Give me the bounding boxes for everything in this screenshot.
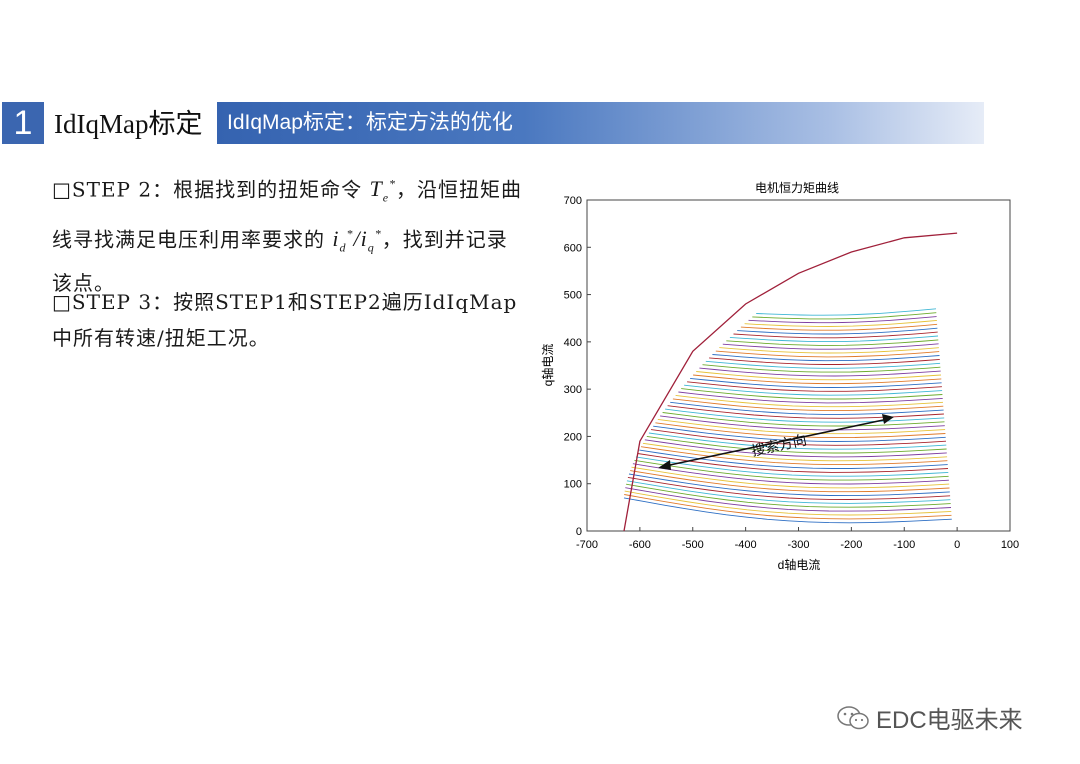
step2-prefix: □STEP 2：根据找到的扭矩命令	[52, 177, 370, 202]
x-tick-label: -700	[576, 539, 598, 551]
torque-curve-line	[653, 425, 946, 442]
step3-paragraph: □STEP 3：按照STEP1和STEP2遍历IdIqMap中所有转速/扭矩工况…	[52, 290, 518, 350]
torque-curve-line	[631, 466, 950, 489]
x-tick-label: -400	[735, 539, 757, 551]
torque-curve-line	[687, 381, 942, 392]
section-number: 1	[2, 102, 44, 144]
x-tick-label: -300	[787, 539, 809, 551]
torque-curve-line	[729, 335, 939, 343]
torque-curve-line	[626, 480, 951, 504]
torque-command-symbol: Te*	[369, 176, 397, 205]
torque-curve-chart: 电机恒力矩曲线 -700 -600 -500 -400 -300 -200 -100 0 100…	[540, 181, 1019, 572]
torque-curve-line	[672, 398, 944, 412]
torque-curve-line	[712, 354, 940, 362]
y-tick-label: 700	[564, 195, 582, 207]
torque-curve-line	[752, 312, 937, 320]
header-bar-text: IdIqMap标定：标定方法的优化	[227, 111, 513, 134]
torque-curve-line	[665, 408, 945, 423]
torque-curve-line	[681, 388, 943, 400]
torque-curve-line	[696, 371, 942, 381]
torque-curve-line	[699, 367, 941, 377]
torque-curve-line	[635, 456, 949, 477]
x-tick-label: -500	[682, 539, 704, 551]
torque-curve-line	[740, 323, 938, 331]
torque-curve-line	[719, 347, 939, 354]
torque-curve-line	[639, 449, 948, 469]
torque-curve-line	[733, 331, 938, 339]
search-direction-arrow	[658, 414, 894, 470]
torque-curve-line	[642, 442, 948, 462]
y-tick-label: 500	[564, 290, 582, 302]
torque-curve-line	[648, 432, 947, 450]
torque-curve-line	[660, 415, 945, 431]
torque-curve-line	[628, 473, 950, 497]
torque-curve-line	[626, 483, 951, 508]
y-axis-label: q轴电流	[540, 344, 555, 387]
torque-curve-line	[662, 412, 945, 427]
torque-curve-line	[726, 339, 939, 346]
torque-curve-line	[756, 308, 937, 316]
x-axis-ticks: -700 -600 -500 -400 -300 -200 -100 0 100	[576, 527, 1019, 551]
torque-curve-line	[748, 316, 937, 324]
torque-curve-line	[670, 401, 944, 415]
torque-curve-line	[630, 470, 950, 493]
voltage-limit-curve	[623, 232, 958, 532]
torque-curve-line	[627, 476, 951, 500]
header-bar: IdIqMap标定：标定方法的优化	[217, 102, 984, 144]
wechat-icon	[837, 705, 869, 729]
section-title: IdIqMap标定	[54, 109, 203, 139]
x-tick-label: -200	[840, 539, 862, 551]
torque-curve-line	[623, 497, 952, 524]
watermark: EDC电驱未来	[836, 700, 1023, 735]
chart-title: 电机恒力矩曲线	[755, 181, 839, 195]
x-tick-label: 0	[954, 539, 960, 551]
torque-curve-line	[693, 374, 942, 385]
torque-curve-line	[624, 494, 952, 520]
torque-curve-line	[737, 327, 938, 335]
plot-area	[586, 199, 1011, 532]
torque-curve-line	[709, 357, 940, 365]
x-tick-label: -600	[629, 539, 651, 551]
torque-curve-line	[702, 364, 941, 373]
torque-curve-line	[625, 487, 952, 512]
torque-curve-line	[722, 343, 939, 350]
torque-curve-line	[634, 459, 949, 481]
torque-curve-line	[678, 391, 943, 404]
y-tick-label: 600	[564, 242, 582, 254]
torque-curve-line	[624, 490, 952, 516]
y-tick-label: 200	[564, 431, 582, 443]
y-tick-label: 100	[564, 479, 582, 491]
y-tick-label: 400	[564, 337, 582, 349]
x-tick-label: 100	[1001, 539, 1019, 551]
y-tick-label: 300	[564, 384, 582, 396]
torque-curve-line	[667, 405, 944, 419]
torque-curve-line	[715, 350, 940, 358]
watermark-text: EDC电驱未来	[876, 707, 1023, 734]
torque-curve-line	[675, 394, 944, 408]
y-tick-label: 0	[576, 526, 582, 538]
torque-curve-line	[657, 418, 946, 435]
torque-curve-line	[640, 446, 948, 466]
step2-mid: ，沿恒扭矩曲线寻找满足电压利用率要求的	[52, 177, 523, 252]
torque-curve-line	[690, 377, 942, 388]
torque-curve-line	[705, 360, 941, 369]
torque-curve-line	[650, 429, 947, 446]
torque-curve-line	[644, 439, 947, 458]
x-tick-label: -100	[893, 539, 915, 551]
y-axis-ticks: 0 100 200 300 400 500 600 700	[564, 195, 591, 538]
torque-curve-line	[646, 435, 947, 454]
current-ratio-symbol: id*/iq*	[332, 226, 382, 255]
torque-curve-line	[744, 319, 937, 327]
torque-curve-line	[632, 463, 949, 485]
step2-suffix: ，找到并记录该点。	[52, 227, 508, 296]
step2-paragraph: □STEP 2：根据找到的扭矩命令 Te*，沿恒扭矩曲线寻找满足电压利用率要求的…	[52, 166, 522, 301]
x-axis-label: d轴电流	[778, 557, 821, 572]
torque-curve-line	[684, 384, 943, 396]
